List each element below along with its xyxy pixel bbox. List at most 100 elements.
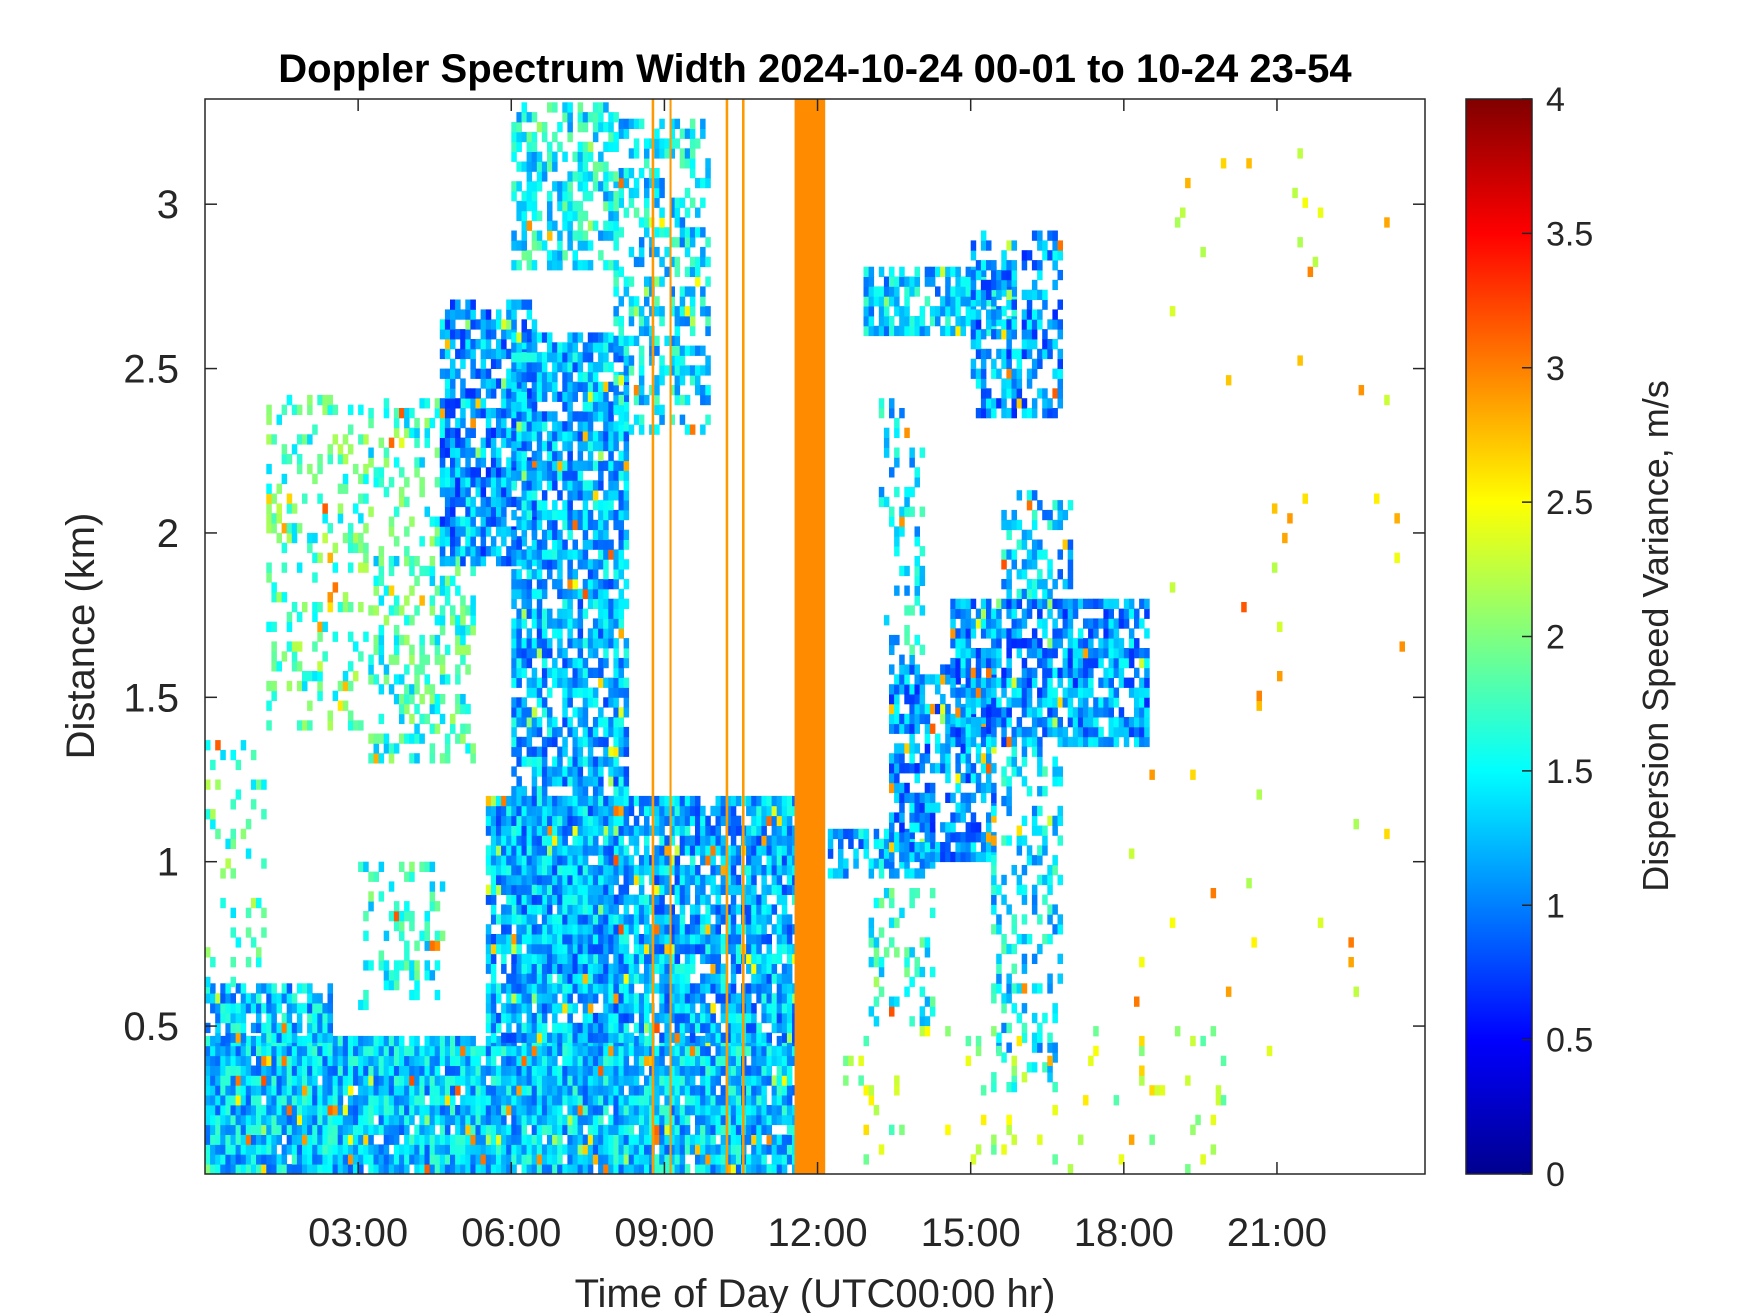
heatmap-cell	[598, 112, 604, 123]
heatmap-cell	[613, 855, 619, 866]
heatmap-cell	[684, 1065, 691, 1076]
heatmap-cell	[220, 868, 226, 879]
heatmap-cell	[603, 332, 609, 343]
heatmap-cell	[393, 1035, 400, 1047]
heatmap-cell	[501, 855, 507, 866]
heatmap-cell	[659, 306, 665, 317]
heatmap-cell	[516, 260, 522, 271]
heatmap-cell	[281, 592, 288, 603]
heatmap-cell	[490, 477, 497, 488]
heatmap-cell	[654, 1134, 660, 1145]
heatmap-cell	[608, 210, 614, 222]
heatmap-cell	[485, 417, 492, 429]
heatmap-cell	[679, 1164, 686, 1175]
heatmap-cell	[557, 845, 563, 856]
heatmap-cell	[327, 1012, 333, 1024]
heatmap-cell	[547, 332, 553, 343]
heatmap-cell	[434, 1144, 441, 1155]
heatmap-cell	[220, 749, 226, 761]
heatmap-cell	[450, 506, 456, 517]
heatmap-cell	[450, 546, 456, 557]
heatmap-cell	[623, 795, 630, 807]
heatmap-cell	[409, 1065, 415, 1076]
heatmap-cell	[531, 506, 538, 517]
heatmap-cell	[312, 1154, 318, 1165]
heatmap-cell	[327, 1134, 333, 1145]
heatmap-cell	[414, 960, 420, 971]
heatmap-cell	[409, 1045, 415, 1057]
heatmap-cell	[358, 493, 364, 504]
heatmap-cell	[547, 874, 553, 886]
heatmap-cell	[695, 1035, 701, 1047]
heatmap-cell	[587, 401, 594, 412]
heatmap-cell	[552, 1114, 558, 1126]
heatmap-cell	[245, 1065, 252, 1076]
heatmap-cell	[582, 171, 589, 182]
heatmap-cell	[746, 1114, 752, 1126]
heatmap-cell	[628, 365, 635, 376]
heatmap-cell	[592, 894, 599, 905]
heatmap-cell	[475, 388, 481, 399]
heatmap-cell	[547, 559, 553, 570]
heatmap-cell	[358, 532, 364, 544]
heatmap-cell	[470, 496, 476, 508]
heatmap-cell	[781, 1114, 788, 1126]
heatmap-cell	[618, 168, 624, 179]
heatmap-cell	[450, 1085, 456, 1096]
heatmap-cell	[460, 595, 466, 606]
heatmap-cell	[689, 128, 696, 139]
heatmap-cell	[710, 1085, 716, 1096]
heatmap-cell	[608, 914, 614, 925]
heatmap-cell	[746, 1065, 752, 1076]
heatmap-cell	[460, 1164, 466, 1175]
heatmap-cell	[618, 128, 624, 139]
heatmap-cell	[623, 914, 630, 925]
heatmap-cell	[577, 181, 584, 192]
heatmap-cell	[689, 266, 696, 277]
heatmap-cell	[419, 1124, 425, 1135]
heatmap-cell	[659, 1075, 665, 1086]
heatmap-cell	[603, 756, 609, 767]
heatmap-cell	[516, 638, 522, 649]
heatmap-cell	[220, 1144, 226, 1155]
heatmap-cell	[521, 1114, 527, 1126]
heatmap-cell	[353, 671, 359, 682]
heatmap-cell	[276, 1095, 282, 1106]
heatmap-cell	[781, 1164, 788, 1175]
heatmap-cell	[633, 1085, 640, 1096]
heatmap-cell	[536, 381, 543, 392]
heatmap-cell	[434, 1114, 441, 1126]
heatmap-cell	[302, 1045, 308, 1057]
heatmap-cell	[654, 953, 660, 964]
heatmap-cell	[490, 1114, 497, 1126]
heatmap-cell	[592, 717, 599, 728]
heatmap-cell	[598, 776, 604, 787]
heatmap-cell	[404, 595, 410, 606]
heatmap-cell	[638, 953, 645, 964]
heatmap-cell	[746, 1095, 752, 1106]
heatmap-cell	[516, 835, 522, 846]
heatmap-cell	[557, 122, 563, 133]
heatmap-cell	[317, 993, 323, 1004]
heatmap-cell	[266, 1055, 272, 1066]
heatmap-cell	[480, 447, 487, 458]
heatmap-cell	[541, 786, 548, 797]
heatmap-cell	[598, 657, 604, 669]
heatmap-cell	[531, 141, 538, 152]
heatmap-cell	[516, 717, 522, 728]
heatmap-cell	[613, 509, 619, 521]
heatmap-cell	[552, 776, 558, 787]
heatmap-cell	[531, 618, 538, 629]
heatmap-cell	[628, 197, 635, 208]
heatmap-cell	[536, 509, 543, 521]
heatmap-cell	[465, 437, 471, 448]
heatmap-cell	[455, 1114, 461, 1126]
heatmap-cell	[541, 884, 548, 895]
heatmap-cell	[613, 657, 619, 669]
heatmap-cell	[404, 1065, 410, 1076]
heatmap-cell	[434, 1154, 441, 1165]
heatmap-cell	[557, 914, 563, 925]
heatmap-cell	[245, 1134, 252, 1145]
heatmap-cell	[628, 1154, 635, 1165]
heatmap-cell	[684, 394, 691, 406]
